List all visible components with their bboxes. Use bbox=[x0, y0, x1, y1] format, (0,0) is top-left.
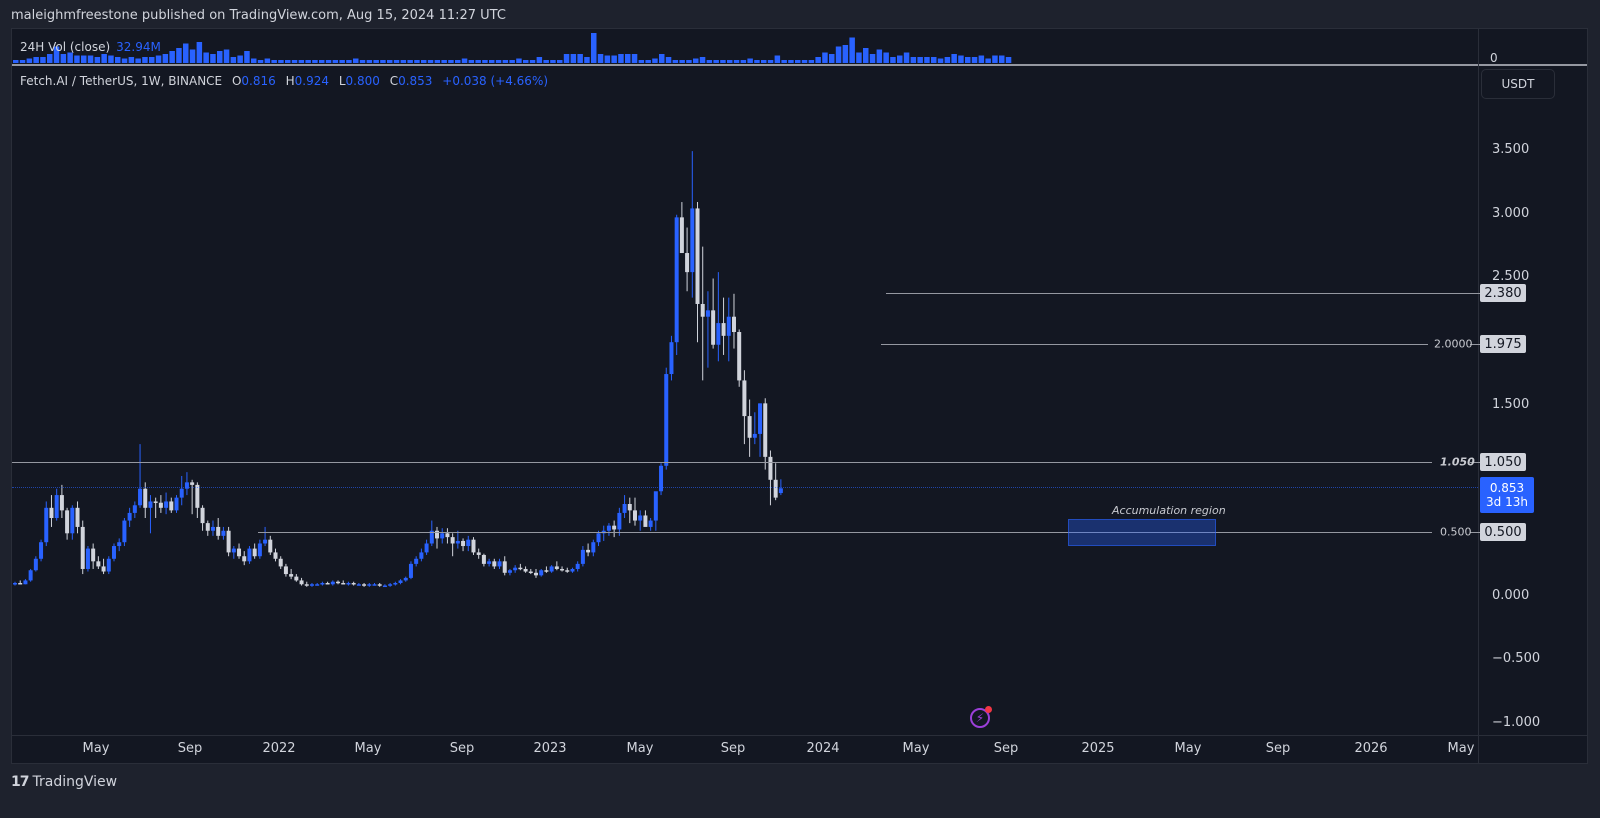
volume-legend: 24H Vol (close) 32.94M bbox=[20, 40, 161, 54]
time-tick: 2022 bbox=[262, 741, 296, 756]
high-key: H bbox=[285, 74, 295, 88]
accumulation-zone[interactable] bbox=[1068, 519, 1216, 546]
low-value: 0.800 bbox=[345, 74, 380, 88]
time-tick: 2026 bbox=[1354, 741, 1388, 756]
chart-panel[interactable]: 24H Vol (close) 32.94M 0 Fetch.AI / Tethe… bbox=[11, 28, 1588, 764]
level-price-label: 1.975 bbox=[1480, 335, 1526, 353]
symbol-title: Fetch.AI / TetherUS, 1W, BINANCE bbox=[20, 74, 223, 88]
volume-label: 24H Vol (close) bbox=[20, 40, 111, 54]
volume-histogram bbox=[13, 33, 1012, 63]
volume-axis-zero: 0 bbox=[1490, 51, 1498, 65]
level-line-text: 0.500 bbox=[1440, 525, 1472, 539]
time-tick: May bbox=[1447, 741, 1475, 756]
currency-button[interactable]: USDT bbox=[1481, 69, 1555, 99]
open-value: 0.816 bbox=[241, 74, 276, 88]
low-key: L bbox=[338, 74, 346, 88]
pane-separator[interactable] bbox=[12, 64, 1587, 66]
time-tick: Sep bbox=[177, 741, 203, 756]
time-tick: May bbox=[902, 741, 930, 756]
bar-countdown: 3d 13h bbox=[1486, 495, 1528, 509]
level-price-label: 2.380 bbox=[1480, 284, 1526, 302]
level-line-text: 2.0000 bbox=[1434, 337, 1473, 351]
time-tick: Sep bbox=[993, 741, 1019, 756]
notification-dot bbox=[985, 706, 992, 713]
current-price-label: 0.853 3d 13h bbox=[1480, 477, 1534, 513]
publication-info: maleighmfreestone published on TradingVi… bbox=[11, 8, 506, 23]
level-line-1975-tail bbox=[1470, 344, 1480, 345]
open-key: O bbox=[231, 74, 242, 88]
price-tick: 3.000 bbox=[1492, 206, 1530, 221]
price-tick: 3.500 bbox=[1492, 142, 1530, 157]
time-tick: 2023 bbox=[533, 741, 567, 756]
time-axis-divider bbox=[12, 735, 1587, 736]
level-price-label: 0.500 bbox=[1480, 523, 1526, 541]
level-line-1050[interactable] bbox=[12, 462, 1432, 463]
level-line-2380[interactable] bbox=[886, 293, 1480, 294]
time-tick: Sep bbox=[449, 741, 475, 756]
time-tick: Sep bbox=[720, 741, 746, 756]
price-axis-divider bbox=[1478, 29, 1479, 764]
footer-branding: 17 TradingView bbox=[11, 774, 117, 790]
level-line-1975[interactable] bbox=[881, 344, 1428, 345]
price-tick: 0.000 bbox=[1492, 588, 1530, 603]
price-tick: −1.000 bbox=[1492, 715, 1541, 730]
time-tick: May bbox=[82, 741, 110, 756]
symbol-legend: Fetch.AI / TetherUS, 1W, BINANCE O0.816 … bbox=[20, 74, 548, 88]
current-price-line bbox=[12, 487, 1478, 488]
high-value: 0.924 bbox=[294, 74, 329, 88]
current-price-value: 0.853 bbox=[1489, 481, 1525, 495]
close-value: 0.853 bbox=[398, 74, 433, 88]
accumulation-label: Accumulation region bbox=[1112, 504, 1226, 517]
close-key: C bbox=[389, 74, 399, 88]
lightning-alert-icon[interactable]: ⚡ bbox=[970, 706, 992, 728]
volume-value: 32.94M bbox=[116, 40, 161, 54]
level-line-0500-tail bbox=[1470, 532, 1480, 533]
price-tick: 2.500 bbox=[1492, 269, 1530, 284]
tradingview-logo-icon: 17 bbox=[11, 774, 30, 790]
level-line-text: 1.050 bbox=[1440, 455, 1475, 469]
time-tick: May bbox=[1174, 741, 1202, 756]
time-tick: Sep bbox=[1265, 741, 1291, 756]
time-tick: May bbox=[354, 741, 382, 756]
brand-name: TradingView bbox=[32, 774, 118, 790]
level-line-0500[interactable] bbox=[258, 532, 1432, 533]
price-tick: −0.500 bbox=[1492, 651, 1541, 666]
change-value: +0.038 (+4.66%) bbox=[442, 74, 549, 88]
time-tick: 2025 bbox=[1081, 741, 1115, 756]
volume-pane[interactable]: 24H Vol (close) 32.94M bbox=[12, 29, 1478, 65]
candlestick-series[interactable] bbox=[12, 29, 1478, 735]
level-price-label: 1.050 bbox=[1480, 453, 1526, 471]
time-tick: May bbox=[626, 741, 654, 756]
price-tick: 1.500 bbox=[1492, 397, 1530, 412]
time-tick: 2024 bbox=[806, 741, 840, 756]
level-line-1050-tail bbox=[1470, 462, 1480, 463]
